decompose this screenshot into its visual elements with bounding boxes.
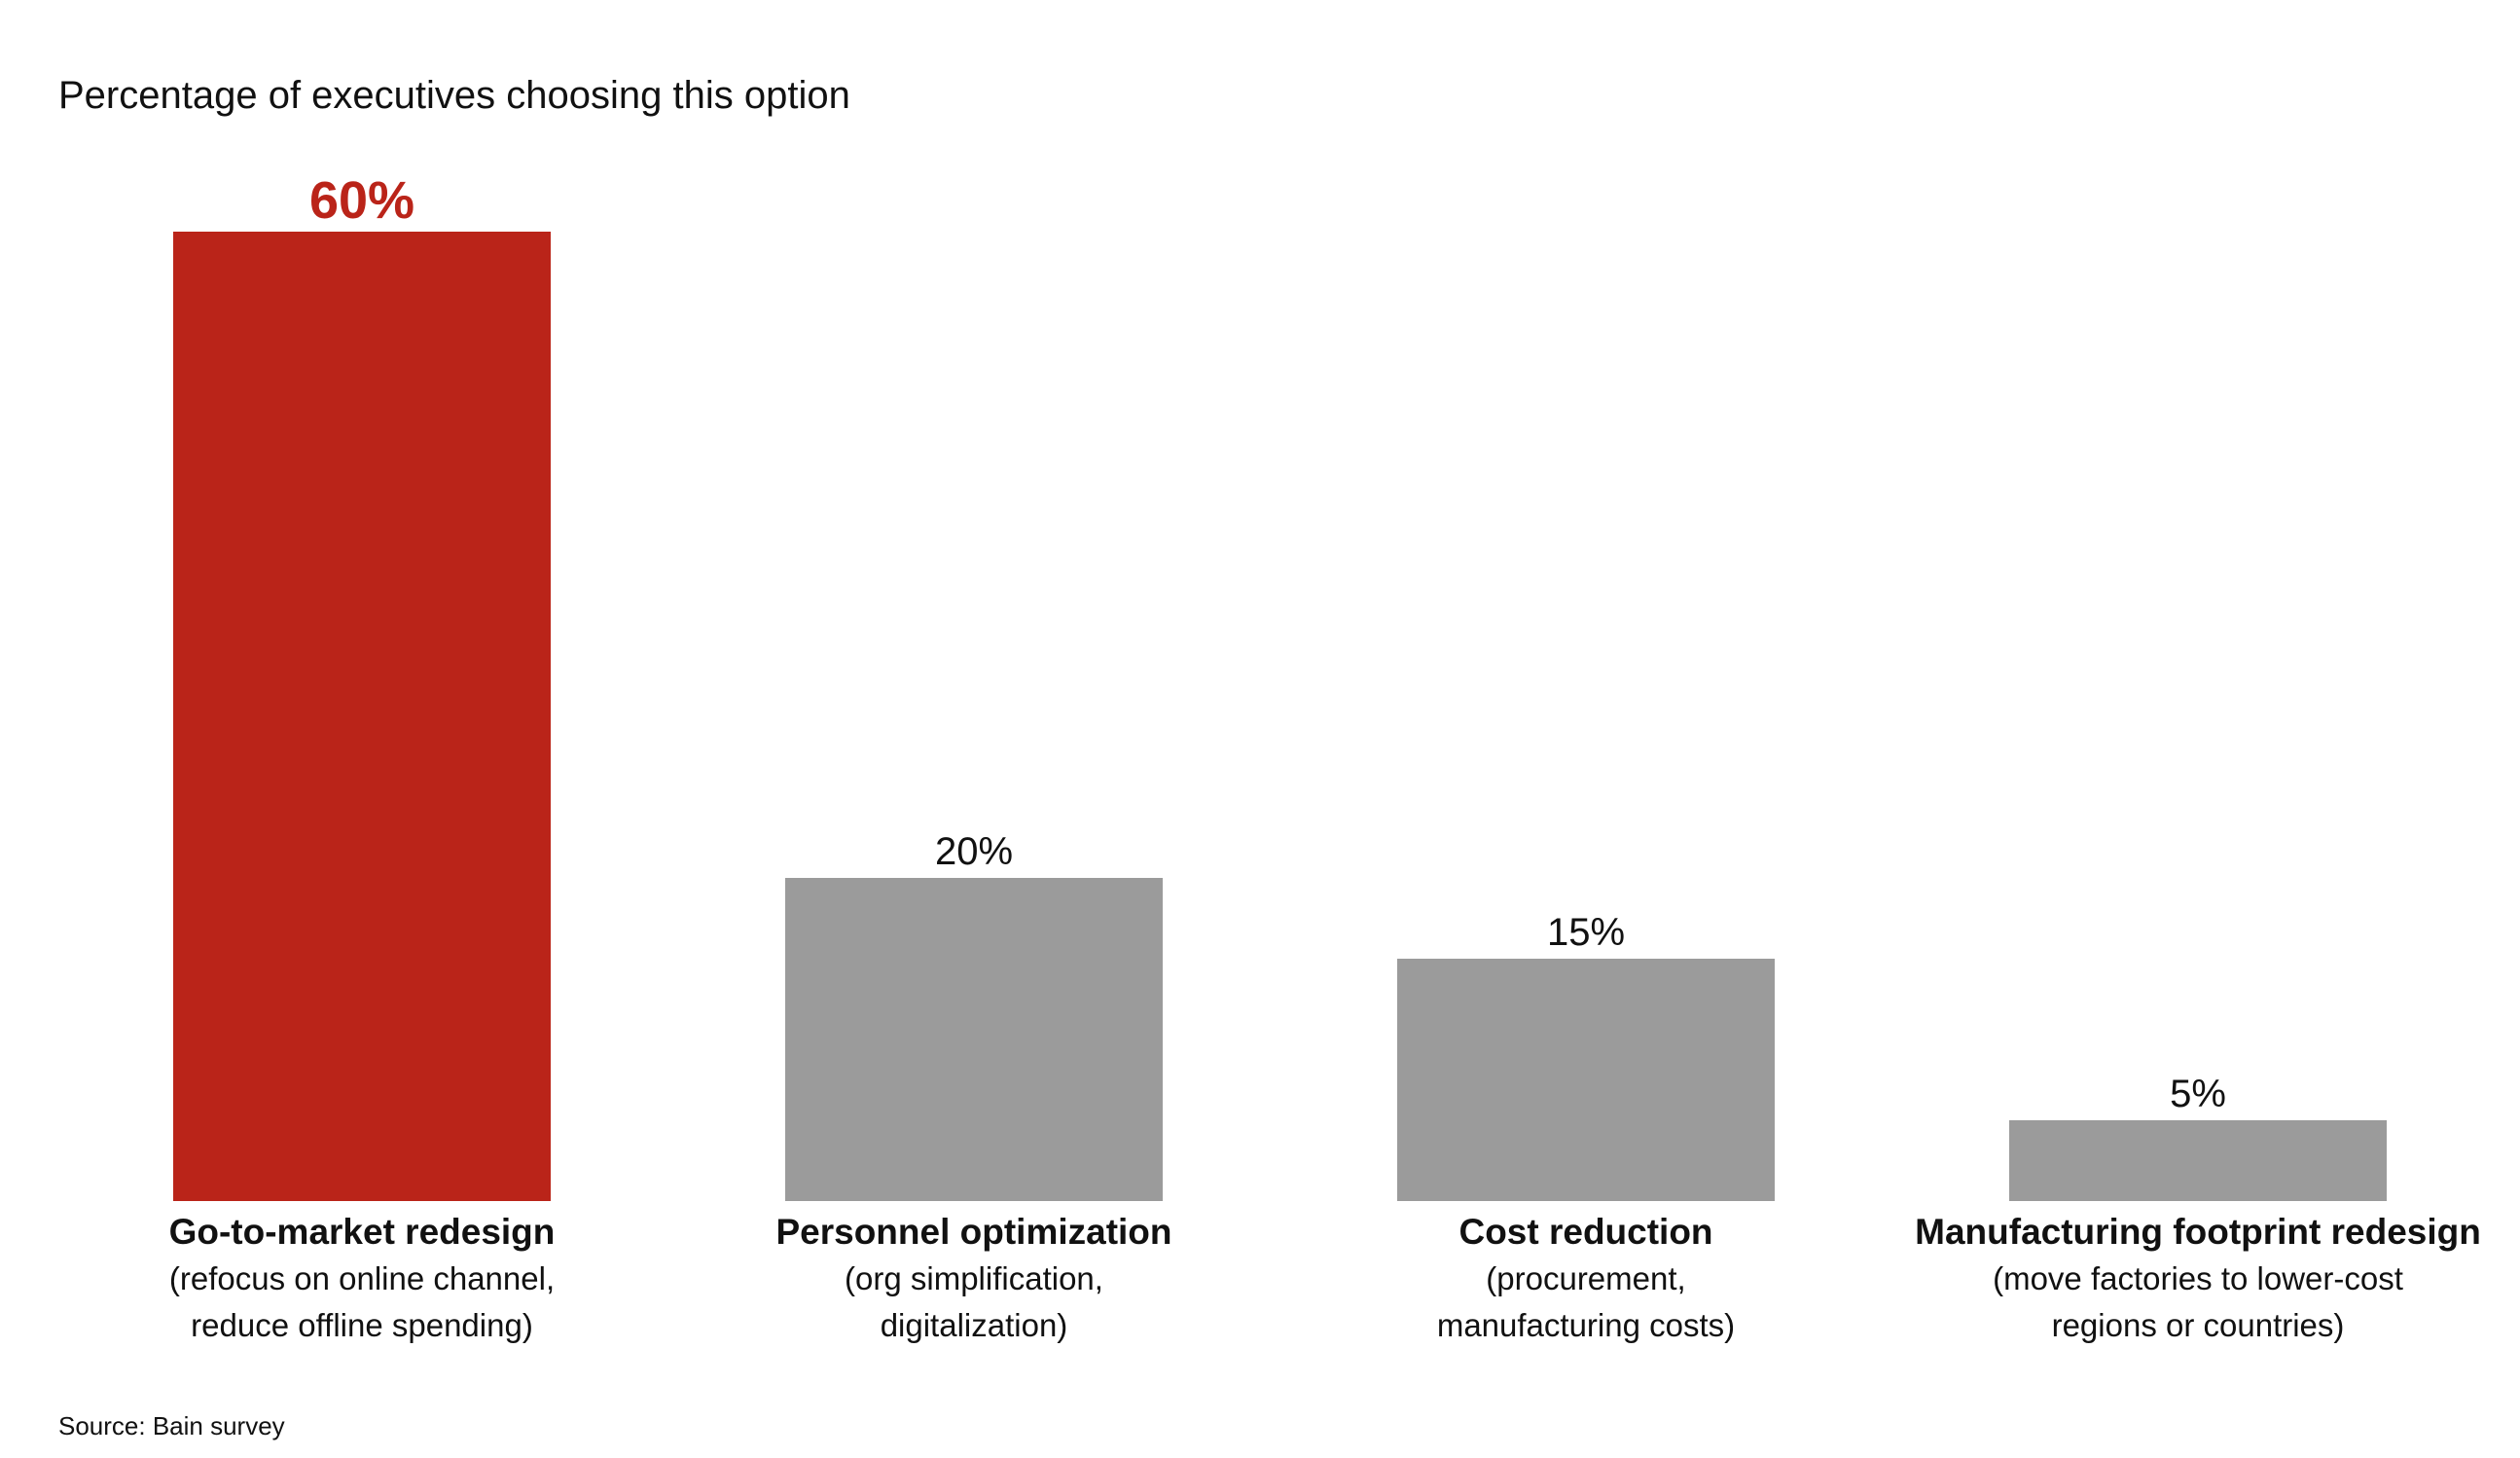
chart-title: Percentage of executives choosing this o…: [58, 74, 850, 117]
bar-value-label-2: 20%: [935, 830, 1013, 873]
category-subtitle-line: reduce offline spending): [191, 1307, 533, 1343]
category-label-personnel: Personnel optimization (org simplificati…: [663, 1209, 1285, 1349]
category-subtitle-line: digitalization): [880, 1307, 1068, 1343]
category-subtitle-line: manufacturing costs): [1436, 1307, 1736, 1343]
category-subtitle-line: regions or countries): [2051, 1307, 2345, 1343]
category-subtitle-line: (refocus on online channel,: [168, 1260, 556, 1296]
category-subtitle-line: (org simplification,: [845, 1260, 1103, 1296]
category-title: Manufacturing footprint redesign: [1915, 1212, 2481, 1252]
category-subtitle-line: (procurement,: [1486, 1260, 1686, 1296]
bar-4: [2009, 1120, 2387, 1201]
bar-3: [1397, 959, 1775, 1201]
category-title: Personnel optimization: [775, 1212, 1172, 1252]
category-label-go-to-market: Go-to-market redesign (refocus on online…: [51, 1209, 673, 1349]
bar-value-label-3: 15%: [1547, 911, 1625, 954]
category-subtitle-line: (move factories to lower-cost: [1993, 1260, 2403, 1296]
bar-value-label-1: 60%: [309, 171, 414, 230]
source-note: Source: Bain survey: [58, 1411, 285, 1440]
category-title: Cost reduction: [1458, 1212, 1713, 1252]
category-label-cost-reduction: Cost reduction (procurement, manufacturi…: [1275, 1209, 1897, 1349]
bar-1: [173, 232, 551, 1201]
category-title: Go-to-market redesign: [168, 1212, 556, 1252]
bar-value-label-4: 5%: [2170, 1073, 2226, 1115]
category-label-manufacturing: Manufacturing footprint redesign (move f…: [1887, 1209, 2509, 1349]
bar-2: [785, 878, 1163, 1201]
